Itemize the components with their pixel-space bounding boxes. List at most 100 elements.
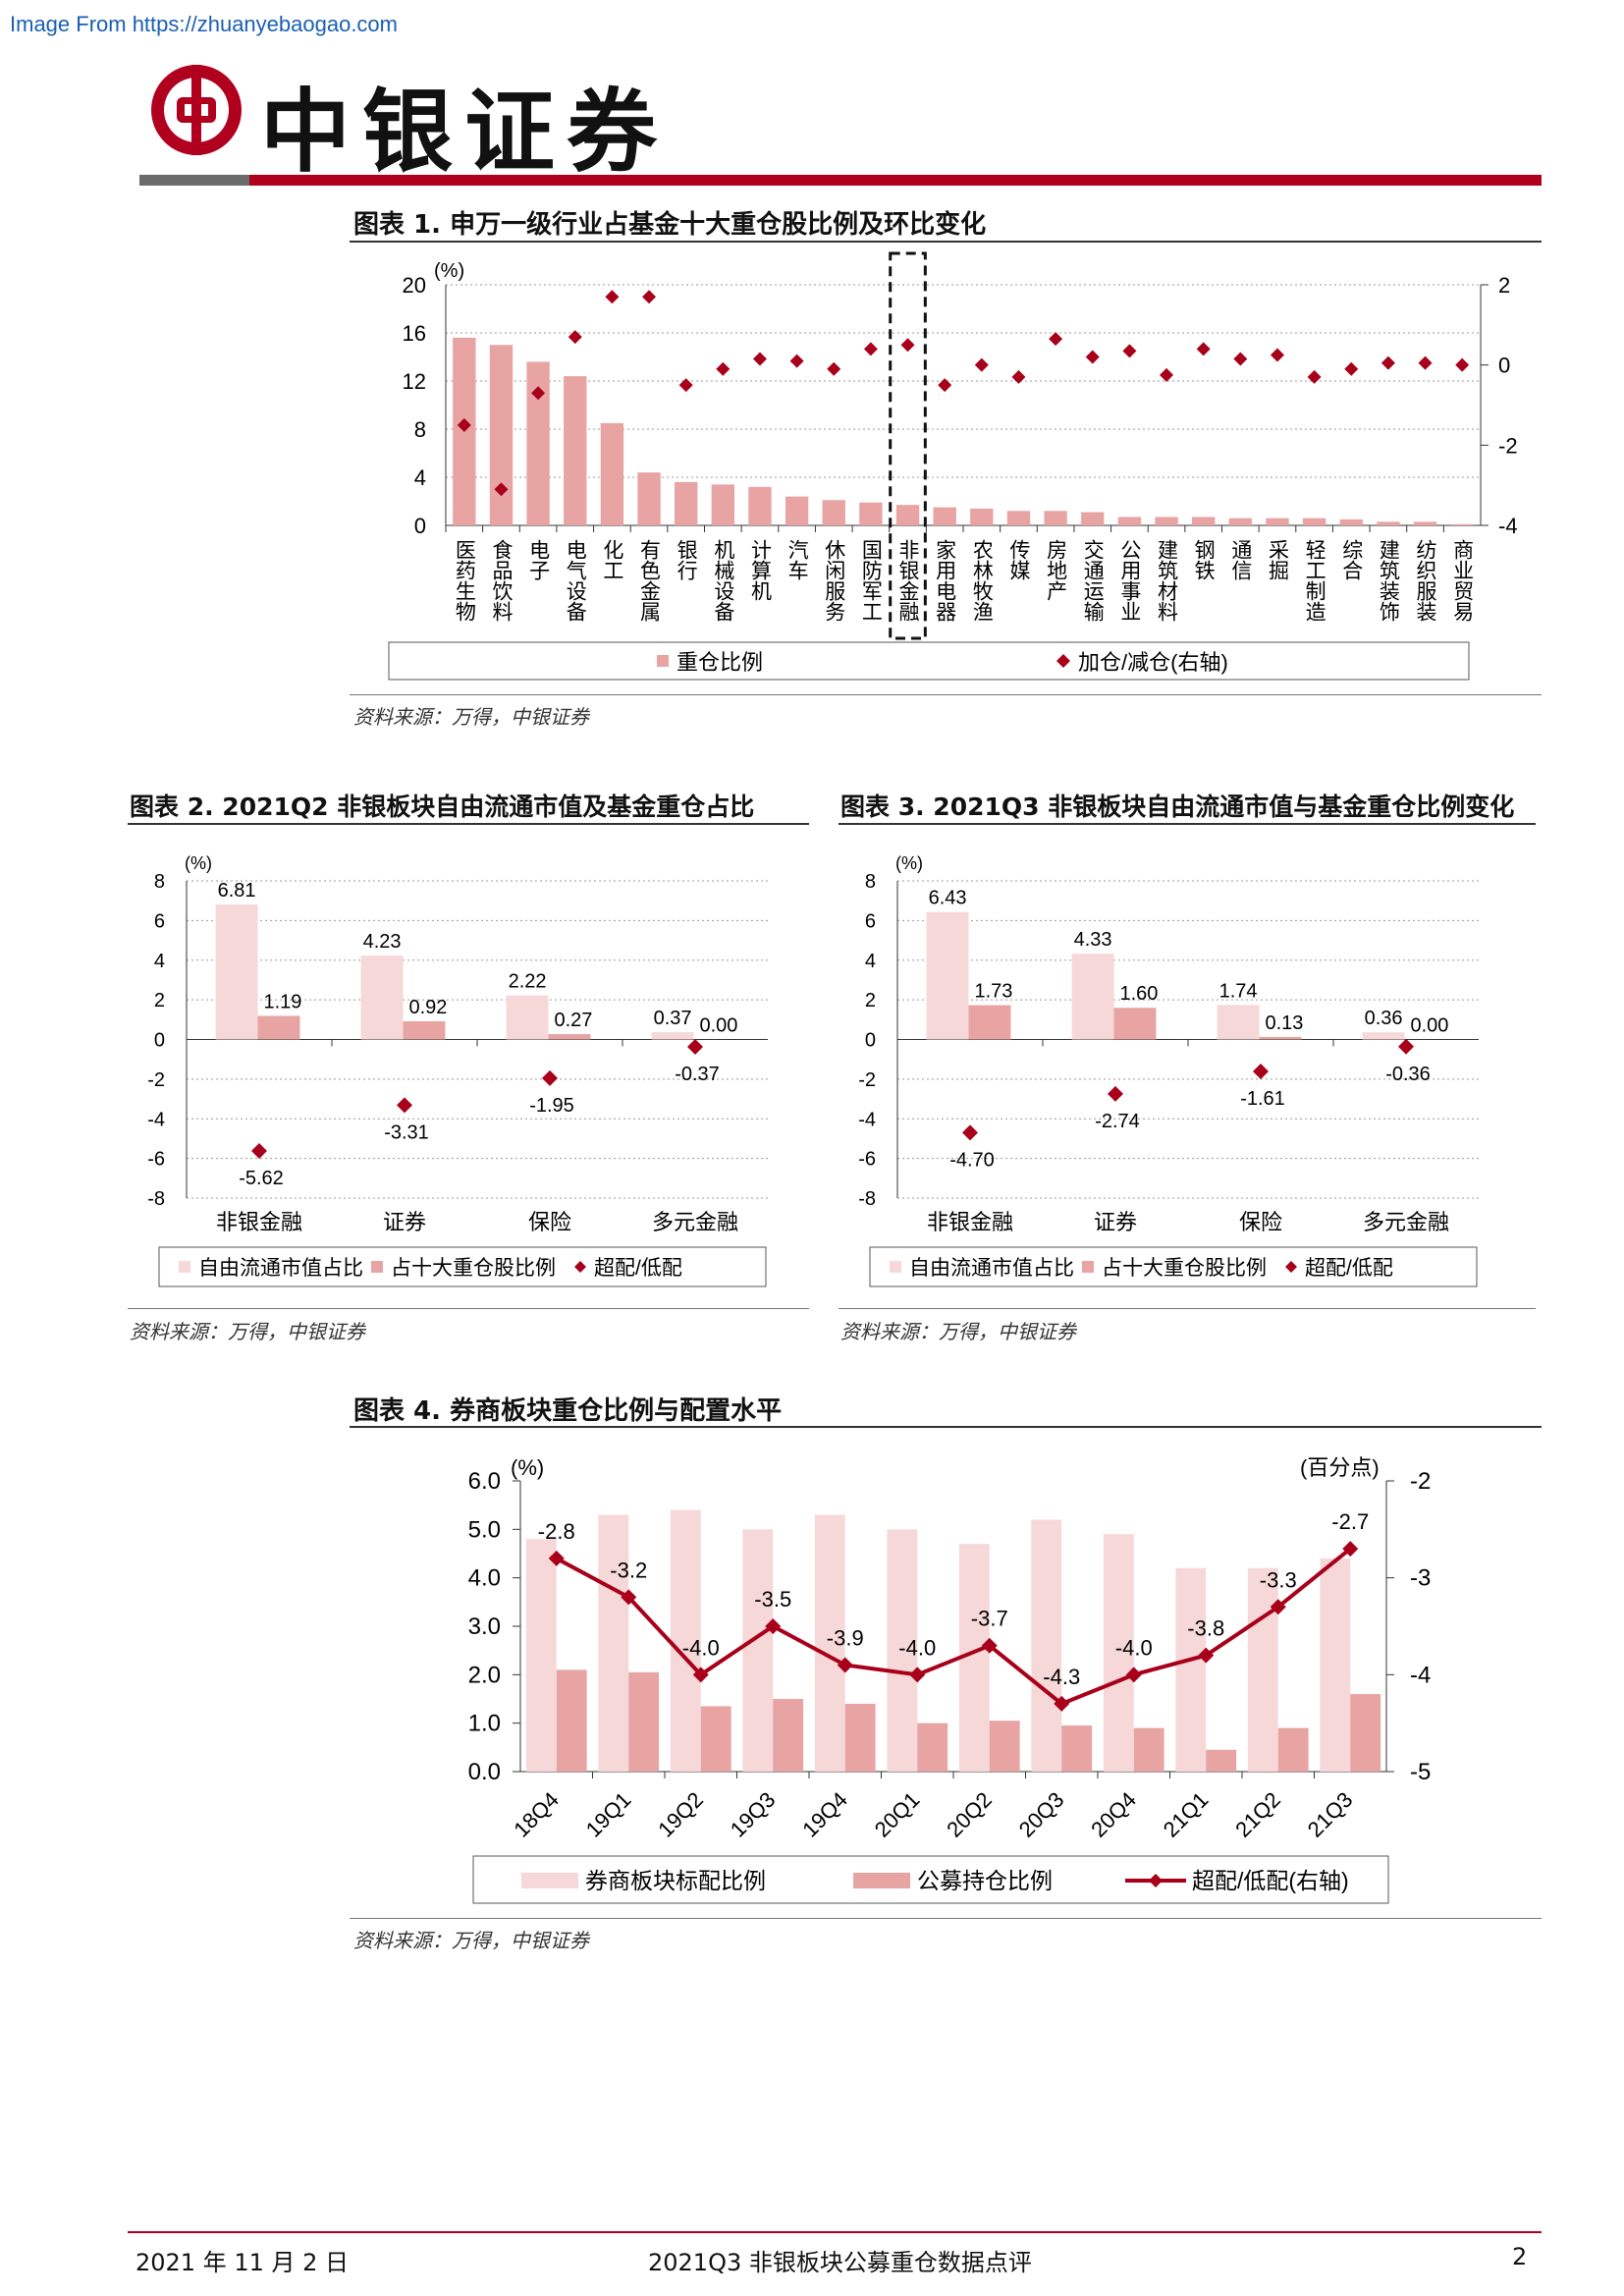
category-label: 20Q3 xyxy=(1014,1787,1069,1842)
data-label-top10: 1.73 xyxy=(975,981,1013,1003)
chart1-title-rule xyxy=(350,241,1542,243)
bar-fund-holding xyxy=(1277,1727,1309,1772)
change-marker xyxy=(1307,369,1322,384)
bar xyxy=(1377,521,1400,525)
category-label: 20Q4 xyxy=(1086,1787,1141,1842)
data-label-over-under: -3.3 xyxy=(1260,1567,1297,1592)
data-label-over-under: -1.61 xyxy=(1240,1088,1285,1110)
watermark-text[interactable]: Image From https://zhuanyebaogao.com xyxy=(10,12,398,36)
bar-float-cap xyxy=(1071,954,1114,1040)
category-label: 交通运输 xyxy=(1081,539,1105,622)
category-label: 钢铁 xyxy=(1192,539,1216,580)
category-label: 化工 xyxy=(601,539,624,580)
category-label: 房地产 xyxy=(1045,539,1068,601)
y-tick-label: 2 xyxy=(865,990,876,1011)
legend-swatch xyxy=(574,1261,586,1273)
bar xyxy=(675,481,698,525)
brand-name: 中银证券 xyxy=(260,79,670,185)
legend-swatch xyxy=(853,1873,910,1888)
category-label: 商业贸易 xyxy=(1451,539,1475,622)
y-axis-unit: (%) xyxy=(185,853,212,873)
change-marker xyxy=(1011,369,1026,384)
chart3-bottom-rule xyxy=(839,1308,1536,1309)
category-label: 计算机 xyxy=(748,539,772,601)
bar xyxy=(526,361,550,525)
change-marker xyxy=(494,482,509,497)
category-label: 传媒 xyxy=(1007,539,1031,580)
bar-benchmark-ratio xyxy=(1175,1567,1207,1772)
over-under-line xyxy=(555,1547,1352,1707)
chart2-svg: -8 -6 -4 -2 0 2 4 6 8 (%) 6.81 1.19 -5.62 非银金融 4.23 0.9… xyxy=(147,853,768,1287)
data-label-over-under: -3.9 xyxy=(827,1625,864,1650)
y-tick-label: 8 xyxy=(865,871,876,893)
right-tick-label: -2 xyxy=(1410,1468,1431,1495)
bar-fund-holding xyxy=(773,1699,804,1772)
chart4-title-rule xyxy=(350,1426,1542,1428)
change-marker xyxy=(974,357,989,372)
data-label-over-under: -5.62 xyxy=(239,1168,284,1189)
y-tick-label: 6 xyxy=(154,910,165,932)
bar-benchmark-ratio xyxy=(1103,1534,1134,1772)
bar-top10-holding xyxy=(403,1020,446,1040)
change-marker xyxy=(1270,348,1284,362)
category-label: 19Q3 xyxy=(726,1787,781,1842)
bar xyxy=(711,484,734,525)
over-under-marker xyxy=(251,1142,267,1159)
change-marker xyxy=(938,378,952,393)
category-label: 建筑材料 xyxy=(1156,539,1179,622)
legend-box xyxy=(472,1855,1389,1904)
change-marker xyxy=(900,338,915,353)
category-label: 证券 xyxy=(1094,1210,1137,1234)
change-marker xyxy=(1160,367,1174,382)
data-label-float-cap: 4.23 xyxy=(363,931,402,953)
over-under-marker xyxy=(1108,1085,1123,1102)
change-marker xyxy=(531,386,546,401)
chart2-title-rule xyxy=(128,823,809,825)
left-tick-label: 20 xyxy=(403,273,426,298)
legend-box xyxy=(158,1246,767,1287)
bar xyxy=(1413,521,1437,525)
right-tick-label: -3 xyxy=(1410,1565,1431,1592)
chart1-bottom-rule xyxy=(350,694,1542,695)
left-axis-unit: (%) xyxy=(434,260,464,282)
chart4-source: 资料来源：万得，中银证券 xyxy=(353,1929,589,1952)
right-axis-unit: (百分点) xyxy=(1300,1455,1380,1480)
over-under-point xyxy=(981,1637,998,1654)
y-tick-label: -4 xyxy=(858,1109,876,1130)
left-axis-unit: (%) xyxy=(511,1455,544,1480)
data-label-over-under: -2.7 xyxy=(1331,1509,1369,1534)
change-marker xyxy=(1085,350,1100,364)
change-marker xyxy=(1196,342,1211,356)
bar xyxy=(970,508,994,525)
change-marker xyxy=(1233,352,1248,366)
chart4-title: 图表 4. 券商板块重仓比例与配置水平 xyxy=(353,1396,783,1426)
data-label-top10: 0.00 xyxy=(1411,1015,1449,1037)
chart2-title: 图表 2. 2021Q2 非银板块自由流通市值及基金重仓占比 xyxy=(130,793,755,821)
category-label: 家用电器 xyxy=(934,539,957,622)
category-label: 多元金融 xyxy=(652,1210,738,1234)
change-marker xyxy=(827,361,841,376)
y-tick-label: 4 xyxy=(865,951,876,972)
y-tick-label: 0 xyxy=(154,1030,165,1052)
right-tick-label: -4 xyxy=(1410,1662,1431,1688)
bar xyxy=(822,500,845,525)
bar-float-cap xyxy=(926,911,969,1040)
y-tick-label: 4 xyxy=(154,951,165,972)
data-label-over-under: -3.5 xyxy=(754,1587,791,1612)
data-label-over-under: -4.0 xyxy=(1115,1635,1153,1660)
category-label: 19Q4 xyxy=(797,1787,852,1842)
category-label: 医药生物 xyxy=(453,539,476,622)
left-tick-label: 4 xyxy=(414,465,426,490)
legend-label: 占十大重仓股比例 xyxy=(391,1257,556,1280)
over-under-point xyxy=(1342,1541,1359,1558)
change-marker xyxy=(642,290,657,304)
change-marker xyxy=(789,354,804,368)
category-label: 保险 xyxy=(1239,1210,1282,1234)
y-tick-label: -6 xyxy=(858,1149,876,1171)
change-marker xyxy=(752,352,767,366)
chart3-source: 资料来源：万得，中银证券 xyxy=(840,1320,1076,1343)
category-label: 银行 xyxy=(675,539,698,580)
bar-fund-holding xyxy=(628,1671,660,1772)
bar xyxy=(600,422,624,525)
data-label-top10: 0.13 xyxy=(1266,1012,1304,1034)
